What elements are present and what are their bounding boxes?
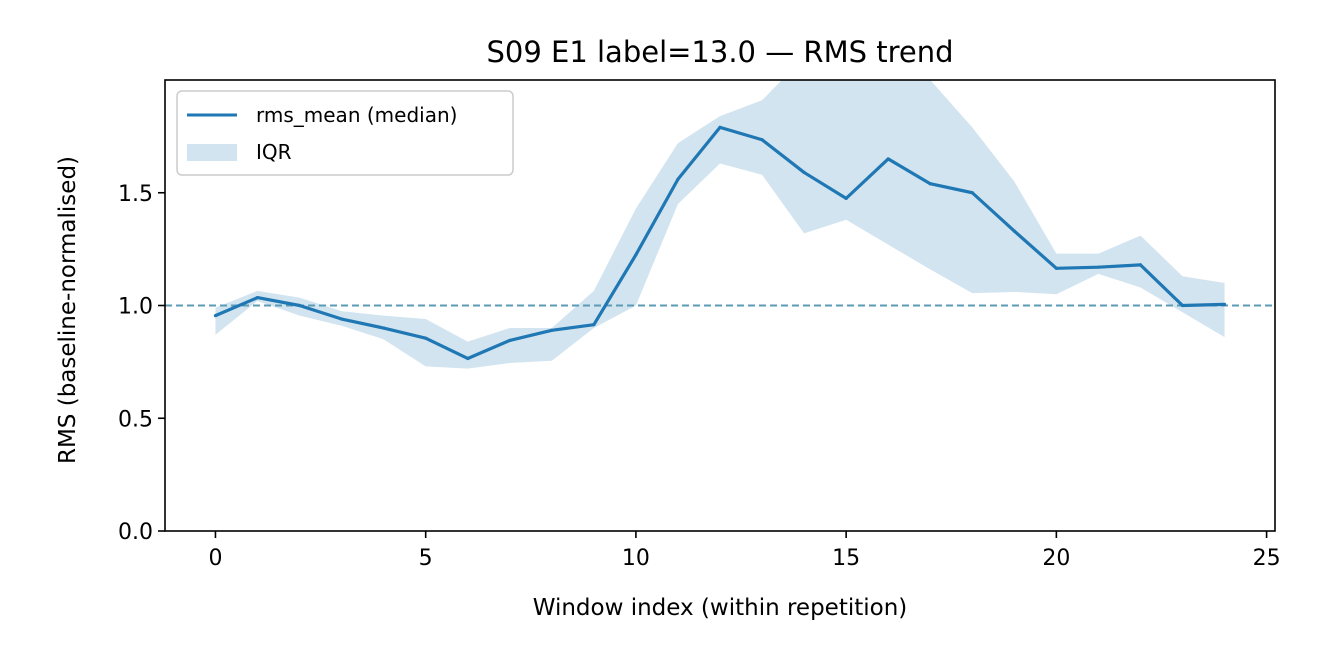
y-tick-label: 0.0 [118, 520, 153, 545]
data-point [1180, 303, 1185, 308]
y-axis: 0.0 0.5 1.0 1.5 [118, 182, 165, 545]
data-point [213, 314, 218, 318]
x-axis-title: Window index (within repetition) [533, 595, 908, 621]
data-point [1138, 263, 1143, 267]
legend-label-iqr: IQR [256, 140, 292, 164]
x-tick-label: 20 [1042, 546, 1070, 571]
data-point [1096, 265, 1101, 269]
series-line-layer [213, 125, 1227, 361]
data-point [886, 157, 890, 161]
iqr-band [215, 80, 1225, 369]
x-tick-label: 0 [208, 546, 222, 571]
legend-label-median: rms_mean (median) [256, 103, 457, 127]
data-point [760, 138, 764, 142]
data-point [1222, 302, 1227, 306]
data-point [1054, 266, 1058, 270]
data-point [508, 338, 512, 343]
data-point [634, 253, 638, 257]
data-point [592, 323, 596, 327]
data-point [1012, 229, 1016, 233]
y-tick-label: 1.5 [118, 182, 153, 207]
data-point [928, 182, 932, 186]
x-tick-label: 15 [832, 546, 860, 571]
y-tick-label: 0.5 [118, 407, 153, 432]
data-point [970, 191, 974, 195]
data-point [466, 356, 470, 361]
data-point [424, 336, 428, 340]
iqr-band-layer [215, 80, 1225, 369]
y-tick-label: 1.0 [118, 295, 153, 320]
data-point [718, 125, 722, 129]
data-point [676, 177, 680, 181]
data-point [844, 196, 848, 200]
legend-band-swatch [187, 144, 237, 161]
legend: rms_mean (median) IQR [176, 90, 514, 176]
legend-frame [176, 90, 514, 176]
data-point [802, 170, 806, 175]
x-tick-label: 25 [1253, 546, 1281, 571]
data-point [382, 326, 386, 330]
data-point [339, 317, 344, 321]
x-tick-label: 5 [419, 546, 433, 571]
y-axis-title: RMS (baseline-normalised) [55, 156, 81, 464]
x-axis: 0 5 10 15 20 25 [208, 531, 1281, 571]
chart-title: S09 E1 label=13.0 — RMS trend [486, 35, 953, 69]
data-point [550, 328, 554, 332]
data-point [255, 296, 260, 300]
x-tick-label: 10 [622, 546, 650, 571]
data-point [297, 303, 302, 308]
